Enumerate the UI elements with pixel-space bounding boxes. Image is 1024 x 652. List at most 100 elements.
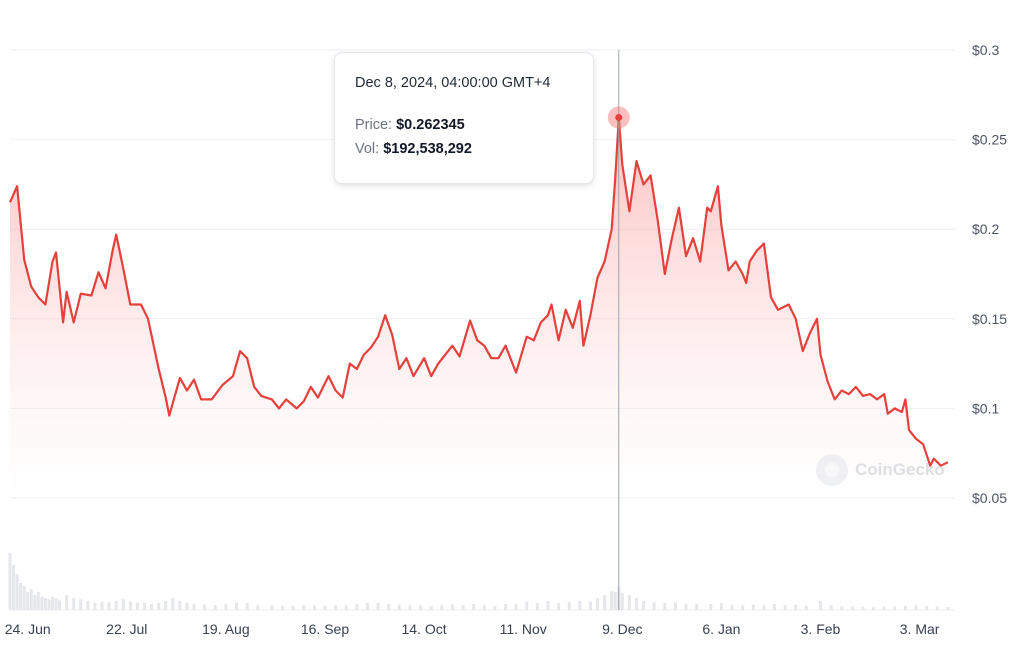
volume-bar — [557, 602, 561, 610]
x-tick-label: 6. Jan — [702, 621, 740, 637]
volume-bar — [65, 595, 69, 610]
volume-bar — [36, 592, 40, 610]
watermark-text: CoinGecko — [855, 460, 945, 479]
volume-bar — [312, 605, 316, 610]
volume-bar — [291, 605, 295, 610]
volume-bar — [355, 604, 359, 610]
volume-bar — [840, 606, 844, 610]
volume-bar — [603, 595, 607, 610]
volume-bar — [47, 599, 51, 610]
volume-bar — [302, 605, 306, 610]
volume-bar — [925, 605, 929, 610]
volume-bar — [135, 602, 139, 610]
volume-bar — [26, 592, 30, 610]
volume-bar — [270, 605, 274, 610]
volume-bar — [114, 601, 118, 610]
volume-bar — [19, 583, 23, 610]
volume-bar — [8, 553, 12, 610]
price-tooltip: Dec 8, 2024, 04:00:00 GMT+4 Price: $0.26… — [334, 52, 594, 184]
volume-bar — [673, 602, 677, 610]
y-tick-label: $0.05 — [972, 490, 1007, 506]
volume-bar — [730, 604, 734, 610]
tooltip-volume-label: Vol: — [355, 141, 380, 157]
volume-bar — [323, 605, 327, 610]
x-tick-label: 11. Nov — [500, 621, 547, 637]
volume-bar — [235, 602, 239, 610]
y-tick-label: $0.3 — [972, 42, 999, 58]
volume-bar — [213, 605, 217, 610]
volume-bar — [171, 598, 175, 610]
x-tick-label: 19. Aug — [202, 621, 250, 637]
volume-bar — [22, 586, 26, 610]
tooltip-price-label: Price: — [355, 117, 393, 133]
price-series-line — [8, 116, 949, 467]
volume-bar — [588, 601, 592, 610]
x-tick-label: 14. Oct — [402, 621, 447, 637]
price-area-fill — [10, 117, 948, 498]
volume-bar — [762, 605, 766, 610]
volume-bar — [634, 598, 638, 610]
volume-bar — [440, 605, 444, 610]
price-line — [8, 116, 949, 467]
volume-bar — [861, 607, 865, 610]
volume-bar — [794, 604, 798, 610]
volume-bar — [245, 602, 249, 610]
volume-bar — [203, 604, 207, 610]
volume-bar — [751, 604, 755, 610]
x-tick-label: 3. Mar — [900, 621, 940, 637]
volume-bar — [157, 602, 161, 610]
volume-bar — [610, 590, 614, 610]
volume-bar — [224, 604, 228, 610]
price-area — [10, 117, 948, 498]
volume-bar — [567, 602, 571, 610]
volume-bar — [15, 574, 19, 610]
volume-bar — [334, 605, 338, 610]
tooltip-date: Dec 8, 2024, 04:00:00 GMT+4 — [355, 75, 551, 91]
volume-bar — [535, 602, 539, 610]
volume-bar — [178, 601, 182, 610]
x-tick-label: 9. Dec — [602, 621, 642, 637]
volume-bar — [50, 596, 54, 610]
y-tick-label: $0.25 — [972, 132, 1007, 148]
x-tick-label: 24. Jun — [5, 621, 51, 637]
volume-bar — [613, 592, 617, 610]
volume-bar — [514, 604, 518, 610]
volume-bar — [408, 605, 412, 610]
volume-bar — [54, 598, 58, 610]
volume-bar — [850, 606, 854, 610]
volume-bar — [525, 601, 529, 610]
volume-bar — [107, 602, 111, 610]
volume-bar — [150, 604, 154, 610]
volume-bars — [8, 553, 950, 610]
volume-bar — [772, 604, 776, 610]
volume-bar — [596, 598, 600, 610]
x-tick-label: 3. Feb — [801, 621, 841, 637]
volume-bar — [256, 605, 260, 610]
volume-bar — [142, 602, 146, 610]
volume-bar — [504, 604, 508, 610]
tooltip-volume-value: $192,538,292 — [383, 141, 472, 157]
x-axis-labels: 24. Jun 22. Jul 19. Aug 16. Sep 14. Oct 11. N… — [5, 621, 940, 637]
volume-bar — [164, 601, 168, 610]
volume-bar — [79, 599, 83, 610]
volume-bar — [804, 605, 808, 610]
volume-bar — [397, 604, 401, 610]
y-tick-label: $0.15 — [972, 311, 1007, 327]
volume-bar — [93, 602, 97, 610]
volume-bar — [829, 605, 833, 610]
volume-bar — [72, 598, 76, 610]
gecko-logo-icon — [816, 454, 848, 486]
hover-point[interactable] — [615, 113, 623, 121]
x-tick-label: 16. Sep — [301, 621, 349, 637]
volume-bar — [914, 605, 918, 610]
volume-bar — [819, 601, 823, 610]
tooltip-price-value: $0.262345 — [396, 117, 465, 133]
volume-bar — [461, 605, 465, 610]
tooltip-price-row: Price: $0.262345 — [355, 117, 573, 133]
volume-bar — [935, 606, 939, 610]
volume-bar — [652, 602, 656, 610]
volume-bar — [43, 598, 47, 610]
volume-bar — [344, 605, 348, 610]
volume-bar — [100, 601, 104, 610]
